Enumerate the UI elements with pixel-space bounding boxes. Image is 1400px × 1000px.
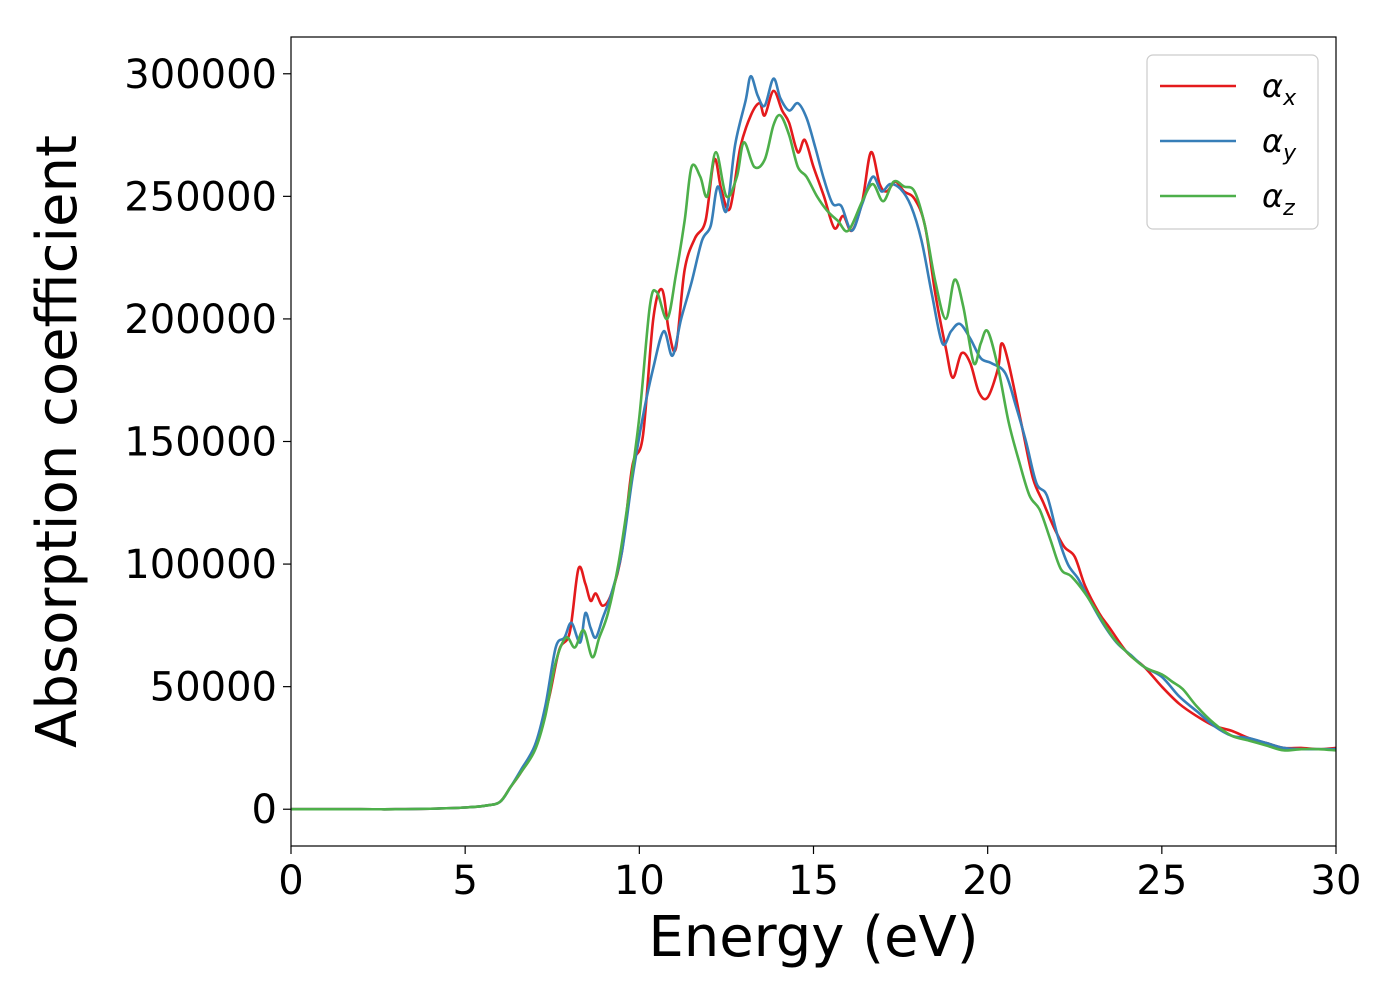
y-tick-label: 250000	[124, 174, 277, 220]
x-axis-title: Energy (eV)	[648, 905, 978, 970]
x-tick-label: 5	[452, 858, 477, 904]
legend: αx αy αz	[1146, 54, 1319, 230]
legend-label-z: αz	[1262, 177, 1295, 221]
y-tick-label: 150000	[124, 420, 277, 466]
x-axis-ticks: 0 5 10 15 20 25 30	[278, 846, 1361, 904]
y-tick-label: 0	[252, 787, 277, 833]
legend-label-y: αy	[1262, 122, 1297, 166]
legend-label-x: αx	[1262, 67, 1297, 111]
y-axis-title: Absorption coefficient	[25, 135, 90, 748]
x-tick-label: 15	[788, 858, 839, 904]
x-tick-label: 25	[1136, 858, 1187, 904]
y-tick-label: 50000	[150, 665, 277, 711]
x-tick-label: 10	[614, 858, 665, 904]
y-tick-label: 200000	[124, 297, 277, 343]
series-line-x	[291, 89, 1337, 811]
series-line-z	[291, 113, 1337, 811]
y-tick-label: 300000	[124, 52, 277, 98]
y-tick-label: 100000	[124, 542, 277, 588]
y-axis-ticks: 0 50000 100000 150000 200000 250000 300000	[124, 52, 291, 833]
x-tick-label: 30	[1311, 858, 1362, 904]
x-tick-label: 20	[962, 858, 1013, 904]
x-tick-label: 0	[278, 858, 303, 904]
series-lines	[291, 74, 1337, 811]
